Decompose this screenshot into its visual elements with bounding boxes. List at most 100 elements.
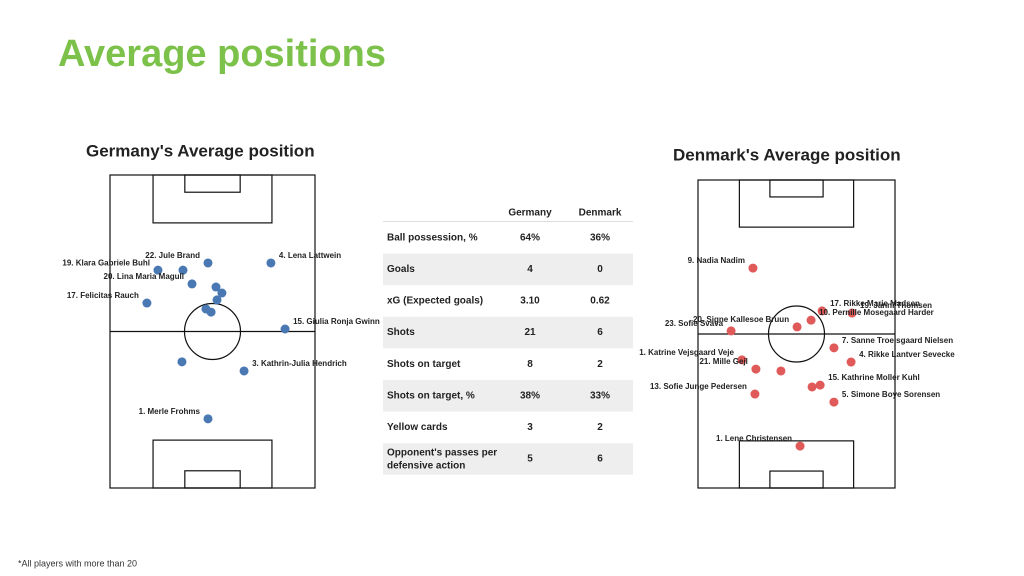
cell-value: 0 <box>597 264 603 275</box>
player-label: 15. Kathrine Moller Kuhl <box>828 373 920 382</box>
player-dot <box>203 414 213 424</box>
player-dot <box>206 307 216 317</box>
slide-title: Average positions <box>58 33 386 75</box>
player-dot <box>211 282 221 292</box>
player-label: 17. Rikke Marie Madsen <box>830 299 920 308</box>
player-dot <box>280 324 290 334</box>
cell-value: 4 <box>527 264 533 275</box>
player-dot <box>829 343 839 353</box>
column-header: Germany <box>508 208 552 219</box>
row-label: xG (Expected goals) <box>387 296 483 307</box>
player-dot <box>217 288 227 298</box>
player-dot <box>737 355 747 365</box>
center-circle <box>183 302 242 361</box>
six-yard-box <box>769 179 824 198</box>
penalty-box <box>152 439 273 489</box>
row-label: Shots <box>387 327 415 338</box>
player-dot <box>726 326 736 336</box>
player-label: 20. Signe Kallesoe Bruun <box>693 315 789 324</box>
player-dot <box>177 357 187 367</box>
pitch <box>109 174 316 489</box>
table-row <box>383 380 633 412</box>
player-label: 19. Janni Thomsen <box>860 301 932 310</box>
player-dot <box>815 380 825 390</box>
column-header: Denmark <box>579 208 622 219</box>
penalty-box <box>152 174 273 224</box>
table-row <box>383 443 633 475</box>
table-row <box>383 316 633 349</box>
player-dot <box>239 366 249 376</box>
table-row <box>383 411 633 444</box>
player-label: 15. Giulia Ronja Gwinn <box>293 317 380 326</box>
row-label: Opponent's passes per defensive action <box>387 447 497 471</box>
player-dot <box>792 322 802 332</box>
player-dot <box>806 315 816 325</box>
germany-title: Germany's Average position <box>86 141 315 160</box>
player-label: 21. Mille Gejl <box>699 357 747 366</box>
cell-value: 21 <box>524 327 536 338</box>
player-label: 1. Katrine Vejsgaard Veje <box>639 348 734 357</box>
player-dot <box>203 258 213 268</box>
player-label: 7. Sanne Troelsgaard Nielsen <box>842 336 953 345</box>
player-dot <box>187 279 197 289</box>
player-dot <box>266 258 276 268</box>
cell-value: 3.10 <box>520 296 540 307</box>
cell-value: 36% <box>590 232 610 243</box>
six-yard-box <box>184 470 241 489</box>
cell-value: 64% <box>520 232 540 243</box>
row-label: Ball possession, % <box>387 232 478 243</box>
player-label: 9. Nadia Nadim <box>688 256 745 265</box>
cell-value: 6 <box>597 454 603 465</box>
player-label: 17. Felicitas Rauch <box>67 291 139 300</box>
player-dot <box>817 306 827 316</box>
row-label: Yellow cards <box>387 422 448 433</box>
player-dot <box>142 298 152 308</box>
player-label: 4. Lena Lattwein <box>279 251 341 260</box>
center-circle <box>767 305 826 363</box>
player-label: 4. Rikke Lantver Sevecke <box>859 350 955 359</box>
player-label: 22. Jule Brand <box>145 251 200 260</box>
player-dot <box>847 308 857 318</box>
player-dot <box>795 441 805 451</box>
six-yard-box <box>769 470 824 489</box>
player-dot <box>829 397 839 407</box>
player-label: 10. Pernille Mosegaard Harder <box>819 308 934 317</box>
cell-value: 38% <box>520 390 540 401</box>
player-dot <box>846 357 856 367</box>
denmark-title: Denmark's Average position <box>673 145 901 164</box>
player-dot <box>153 265 163 275</box>
cell-value: 5 <box>527 454 533 465</box>
player-label: 1. Lene Christensen <box>716 434 792 443</box>
player-dot <box>776 366 786 376</box>
player-dot <box>178 265 188 275</box>
player-label: 23. Sofie Svava <box>665 319 724 328</box>
row-label: Shots on target, % <box>387 390 475 401</box>
player-label: 13. Sofie Junge Pedersen <box>650 382 747 391</box>
player-label: 3. Kathrin-Julia Hendrich <box>252 359 347 368</box>
table-row <box>383 348 633 380</box>
cell-value: 0.62 <box>590 296 610 307</box>
player-dot <box>807 382 817 392</box>
player-dot <box>750 389 760 399</box>
table-row <box>383 285 633 317</box>
cell-value: 33% <box>590 390 610 401</box>
six-yard-box <box>184 174 241 193</box>
player-dot <box>212 295 222 305</box>
player-dot <box>748 263 758 273</box>
cell-value: 2 <box>597 422 603 433</box>
cell-value: 8 <box>527 359 533 370</box>
cell-value: 2 <box>597 359 603 370</box>
penalty-box <box>738 179 855 228</box>
player-label: 5. Simone Boye Sorensen <box>842 390 940 399</box>
table-row <box>383 222 633 254</box>
cell-value: 3 <box>527 422 533 433</box>
row-label: Goals <box>387 264 415 275</box>
player-dot <box>751 364 761 374</box>
footnote: *All players with more than 20 <box>18 558 137 568</box>
cell-value: 6 <box>597 327 603 338</box>
player-label: 19. Klara Gabriele Buhl <box>62 258 150 267</box>
row-label: Shots on target <box>387 359 461 370</box>
table-row <box>383 253 633 286</box>
player-label: 1. Merle Frohms <box>139 407 201 416</box>
